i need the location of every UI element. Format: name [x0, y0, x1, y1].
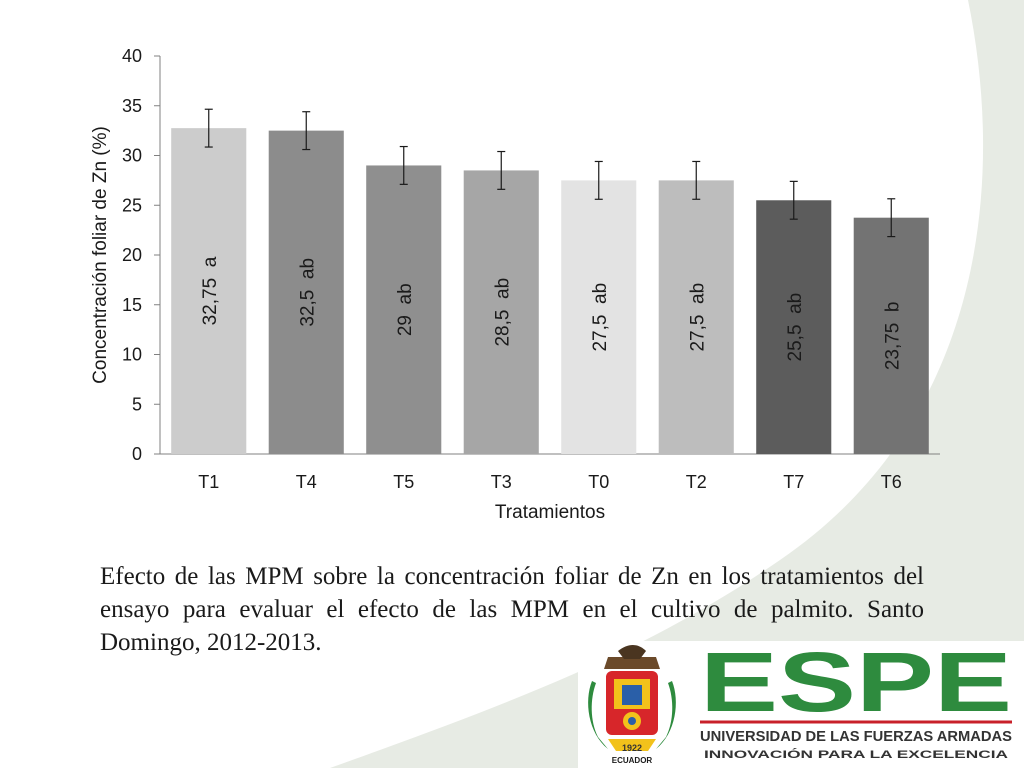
y-tick-label: 35	[122, 96, 142, 116]
y-tick-label: 30	[122, 146, 142, 166]
x-tick-label: T4	[296, 472, 317, 492]
y-tick-label: 25	[122, 195, 142, 215]
bar	[561, 180, 637, 454]
logo-subtitle: UNIVERSIDAD DE LAS FUERZAS ARMADAS	[700, 728, 1012, 745]
bar	[268, 130, 344, 454]
logo-year: 1922	[622, 743, 642, 753]
bar-data-label: 27,5 ab	[590, 283, 611, 352]
y-tick-label: 5	[132, 394, 142, 414]
bar-data-label: 28,5 ab	[492, 278, 513, 347]
bar-data-label: 27,5 ab	[687, 283, 708, 352]
y-tick-label: 0	[132, 444, 142, 464]
y-axis: 0 5 10 15 20 25 30 35 40	[122, 46, 161, 464]
figure-caption: Efecto de las MPM sobre la concentración…	[100, 563, 924, 656]
y-axis-title: Concentración foliar de Zn (%)	[90, 126, 111, 384]
bar-chart: 0 5 10 15 20 25 30 35 40 T1 T4 T5 T3 T0 T2 T7 T6 32,75 …	[90, 46, 940, 523]
x-tick-label: T7	[783, 472, 804, 492]
bar-data-label: 25,5 ab	[785, 293, 806, 362]
bar	[463, 170, 539, 455]
y-tick-label: 20	[122, 245, 142, 265]
x-tick-label: T3	[491, 472, 512, 492]
x-tick-label: T6	[881, 472, 902, 492]
coat-of-arms-icon: 1922 ECUADOR	[588, 645, 676, 765]
x-tick-label: T1	[198, 472, 219, 492]
x-tick-label: T2	[686, 472, 707, 492]
bar	[853, 217, 929, 454]
x-axis-title: Tratamientos	[495, 502, 605, 523]
y-tick-label: 40	[122, 46, 142, 66]
bars: 32,75 a 32,5 ab 29 ab 28,5 ab 27,5 ab 27,5 ab…	[171, 108, 929, 455]
bar-data-label: 32,5 ab	[297, 258, 318, 327]
bar-data-label: 29 ab	[395, 283, 416, 336]
y-tick-label: 15	[122, 295, 142, 315]
bar-data-label: 23,75 b	[882, 302, 903, 371]
bar	[756, 200, 832, 454]
y-tick-label: 10	[122, 345, 142, 365]
espe-logo: 1922 ECUADOR ESPE UNIVERSIDAD DE LAS FUE…	[578, 641, 1024, 768]
x-tick-label: T0	[588, 472, 609, 492]
bar	[366, 165, 442, 454]
bar	[658, 180, 734, 454]
logo-tagline: INNOVACIÓN PARA LA EXCELENCIA	[704, 748, 1008, 761]
x-axis: T1 T4 T5 T3 T0 T2 T7 T6	[160, 453, 940, 492]
logo-country: ECUADOR	[612, 756, 653, 765]
logo-wordmark: ESPE	[700, 641, 1012, 729]
x-tick-label: T5	[393, 472, 414, 492]
bar-data-label: 32,75 a	[200, 256, 221, 325]
bar	[171, 128, 247, 454]
